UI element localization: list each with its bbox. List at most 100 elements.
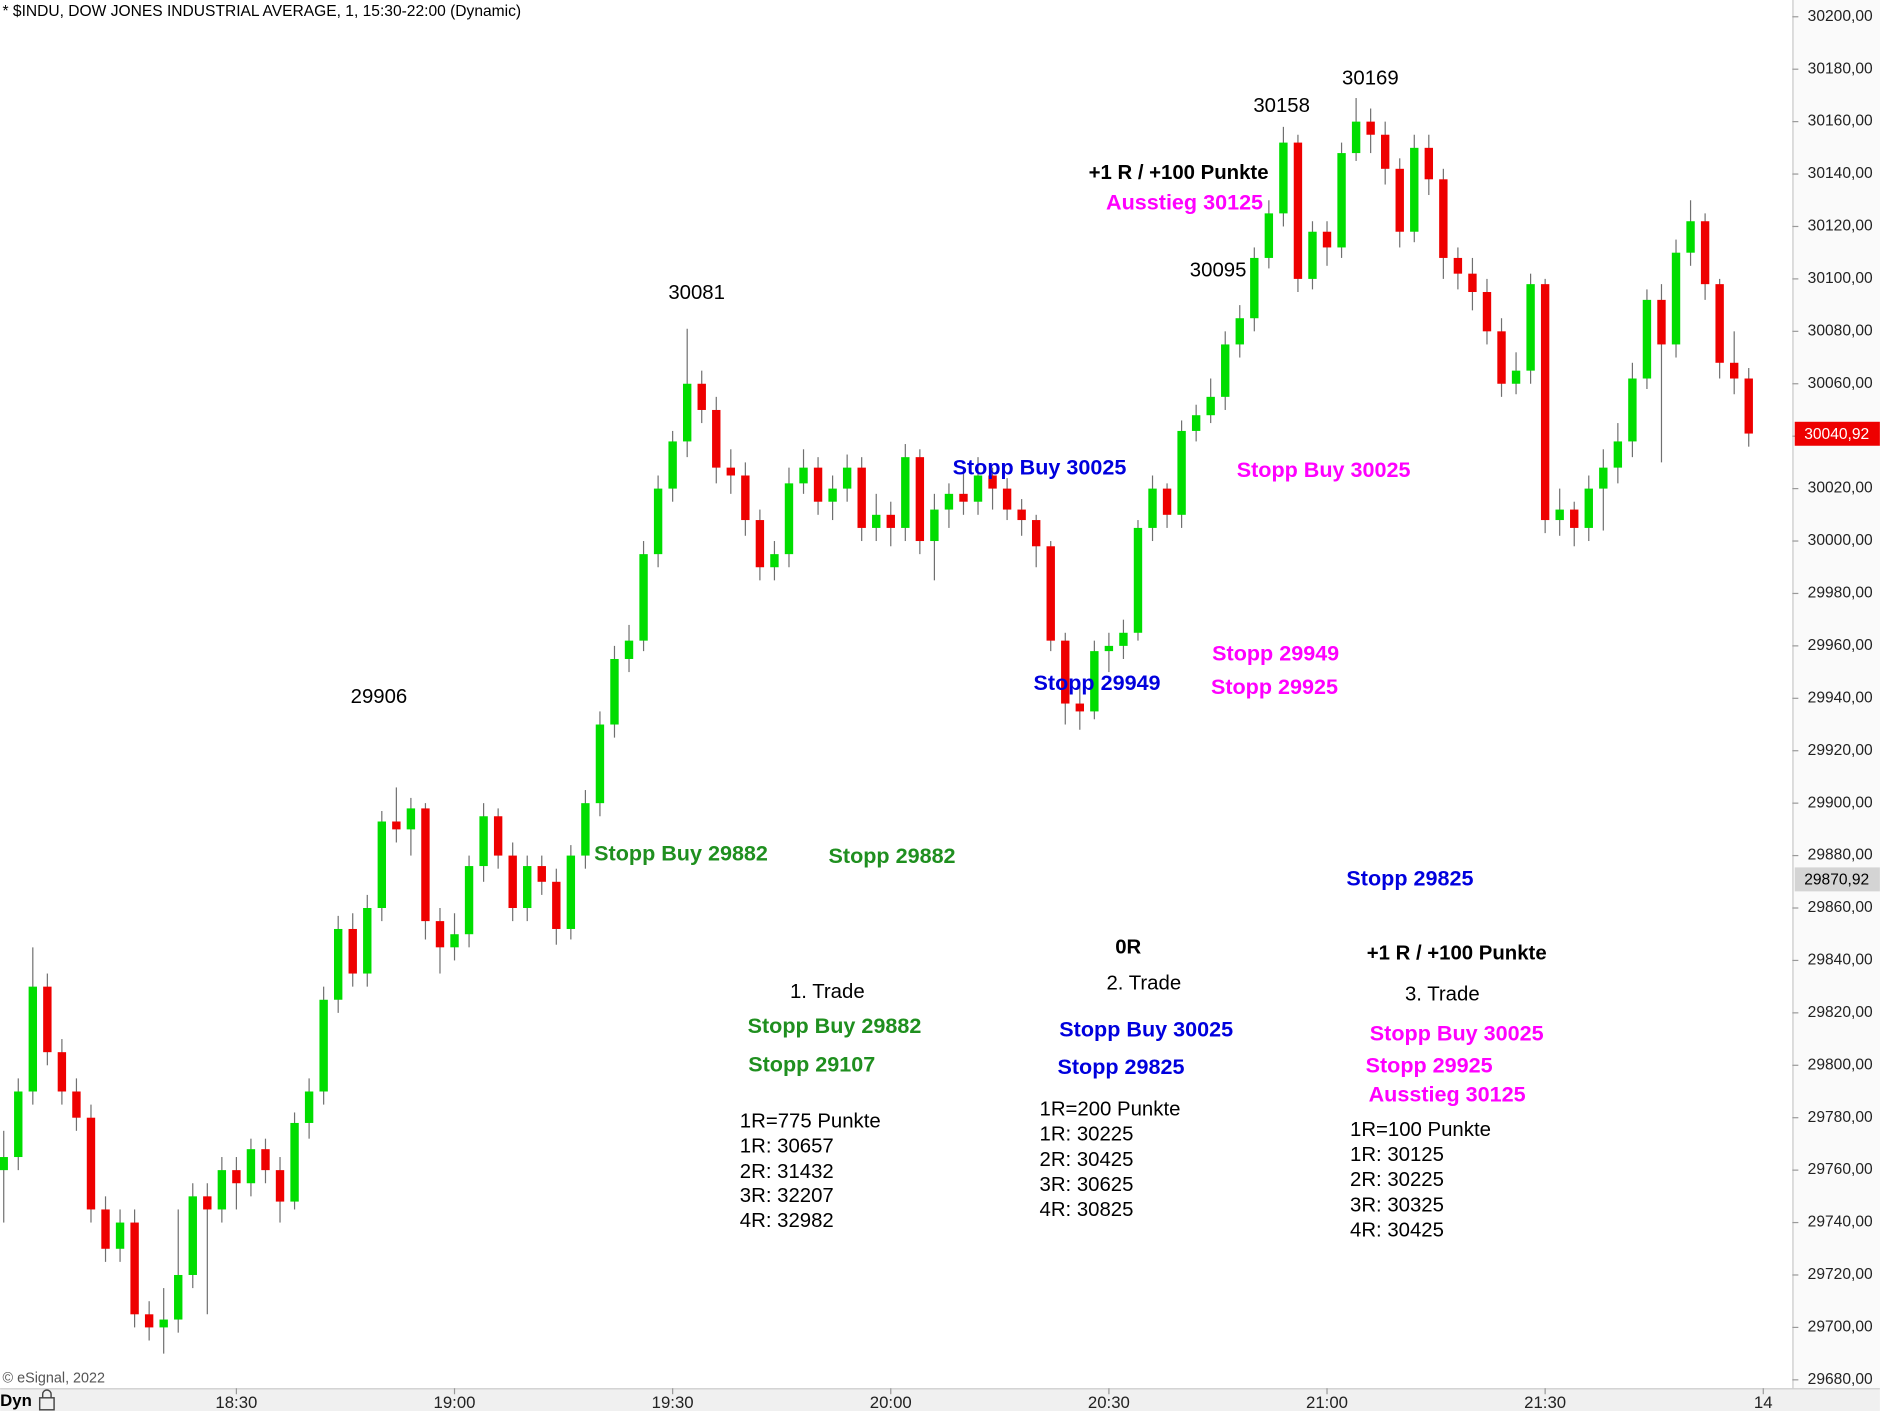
x-tick-label: 14 <box>1754 1393 1773 1411</box>
candle-body <box>377 821 387 909</box>
annotation: 30169 <box>1342 67 1399 89</box>
candle-body <box>770 554 779 568</box>
candle-body <box>1642 299 1652 379</box>
y-tick-label: 29700,00 <box>1808 1319 1873 1336</box>
x-tick-label: 19:30 <box>652 1393 694 1411</box>
candle-body <box>726 467 736 476</box>
candle-body <box>392 821 401 830</box>
candle-body <box>1250 257 1259 319</box>
candle-body <box>973 475 983 502</box>
candle-body <box>1308 231 1317 279</box>
candle-body <box>697 383 706 410</box>
candle-body <box>959 493 968 502</box>
y-tick-label: 30060,00 <box>1808 375 1873 392</box>
y-tick-label: 29820,00 <box>1808 1004 1873 1021</box>
candle-body <box>348 928 357 974</box>
annotation: 30158 <box>1253 95 1310 117</box>
candle-body <box>682 383 692 442</box>
y-tick-label: 29680,00 <box>1808 1371 1873 1388</box>
chart-title: * $INDU, DOW JONES INDUSTRIAL AVERAGE, 1… <box>3 3 522 20</box>
candle-body <box>363 908 372 974</box>
x-tick-label: 18:30 <box>215 1393 257 1411</box>
annotation: 1R=775 Punkte <box>740 1110 881 1132</box>
annotation: 3R: 32207 <box>740 1185 834 1207</box>
x-tick-label: 20:30 <box>1088 1393 1130 1411</box>
price-marker <box>1794 867 1880 892</box>
candle-body <box>1700 221 1710 285</box>
annotation: Stopp 29107 <box>748 1051 875 1076</box>
annotation: Ausstieg 30125 <box>1369 1081 1526 1106</box>
candle-body <box>828 488 837 502</box>
annotation: 1R: 30225 <box>1040 1124 1134 1146</box>
annotation: Stopp Buy 30025 <box>1370 1020 1544 1045</box>
candle-body <box>246 1149 256 1184</box>
annotation: 1. Trade <box>790 981 865 1003</box>
candle-body <box>813 467 823 502</box>
candle-body <box>1293 142 1303 279</box>
candle-body <box>406 808 416 830</box>
candle-body <box>232 1170 241 1184</box>
candle-body <box>203 1196 212 1210</box>
candle-body <box>1526 284 1535 371</box>
candle-body <box>741 475 750 521</box>
y-tick-label: 30180,00 <box>1808 60 1873 77</box>
x-tick-label: 21:30 <box>1524 1393 1566 1411</box>
price-marker <box>1794 421 1880 446</box>
candle-body <box>72 1091 81 1118</box>
candles <box>0 98 1753 1354</box>
candle-body <box>915 457 925 542</box>
candle-body <box>0 1157 8 1171</box>
candle-body <box>1410 147 1419 232</box>
candle-body <box>886 514 895 528</box>
candle-body <box>639 554 648 641</box>
annotation: 2R: 31432 <box>740 1161 834 1183</box>
candle-body <box>566 855 576 929</box>
y-tick-label: 29840,00 <box>1808 952 1873 969</box>
candle-body <box>1322 231 1332 248</box>
candle-body <box>1540 284 1550 521</box>
candle-body <box>1235 318 1244 345</box>
candle-body <box>1424 147 1434 180</box>
x-tick-label: 21:00 <box>1306 1393 1348 1411</box>
candle-body <box>1744 378 1753 434</box>
price-axis-panel <box>1792 0 1880 1411</box>
annotation: Stopp Buy 30025 <box>1237 457 1411 482</box>
candle-body <box>479 816 488 867</box>
candle-body <box>552 881 561 929</box>
annotation: Stopp Buy 29882 <box>594 840 768 865</box>
candle-body <box>1497 331 1506 384</box>
candle-body <box>595 724 605 804</box>
y-tick-label: 29940,00 <box>1808 689 1873 706</box>
candle-body <box>28 986 38 1092</box>
candle-body <box>624 640 634 659</box>
candle-body <box>493 816 503 856</box>
y-tick-label: 29960,00 <box>1808 637 1873 654</box>
candle-body <box>523 866 532 909</box>
candle-body <box>712 409 721 468</box>
mode-label: Dyn <box>0 1391 32 1410</box>
candle-body <box>799 467 808 484</box>
candle-body <box>1439 179 1448 258</box>
candle-body <box>174 1274 183 1320</box>
annotation: 4R: 30825 <box>1040 1199 1134 1221</box>
candle-body <box>1686 221 1695 253</box>
price-marker-label: 29870,92 <box>1804 872 1869 889</box>
annotation: 2. Trade <box>1106 973 1181 995</box>
y-tick-label: 29980,00 <box>1808 585 1873 602</box>
annotation: 29906 <box>351 686 408 708</box>
candle-body <box>319 999 328 1092</box>
y-tick-label: 29920,00 <box>1808 742 1873 759</box>
annotation: 1R=200 Punkte <box>1040 1098 1181 1120</box>
candle-body <box>1671 252 1681 345</box>
annotation: 30095 <box>1190 259 1247 281</box>
y-tick-label: 29860,00 <box>1808 899 1873 916</box>
annotation: Stopp 29949 <box>1034 670 1161 695</box>
y-tick-label: 30000,00 <box>1808 532 1873 549</box>
y-tick-label: 30080,00 <box>1808 322 1873 339</box>
candle-body <box>1133 527 1143 633</box>
candle-body <box>1395 168 1404 232</box>
annotation: 1R: 30125 <box>1350 1144 1444 1166</box>
y-tick-label: 29780,00 <box>1808 1109 1873 1126</box>
